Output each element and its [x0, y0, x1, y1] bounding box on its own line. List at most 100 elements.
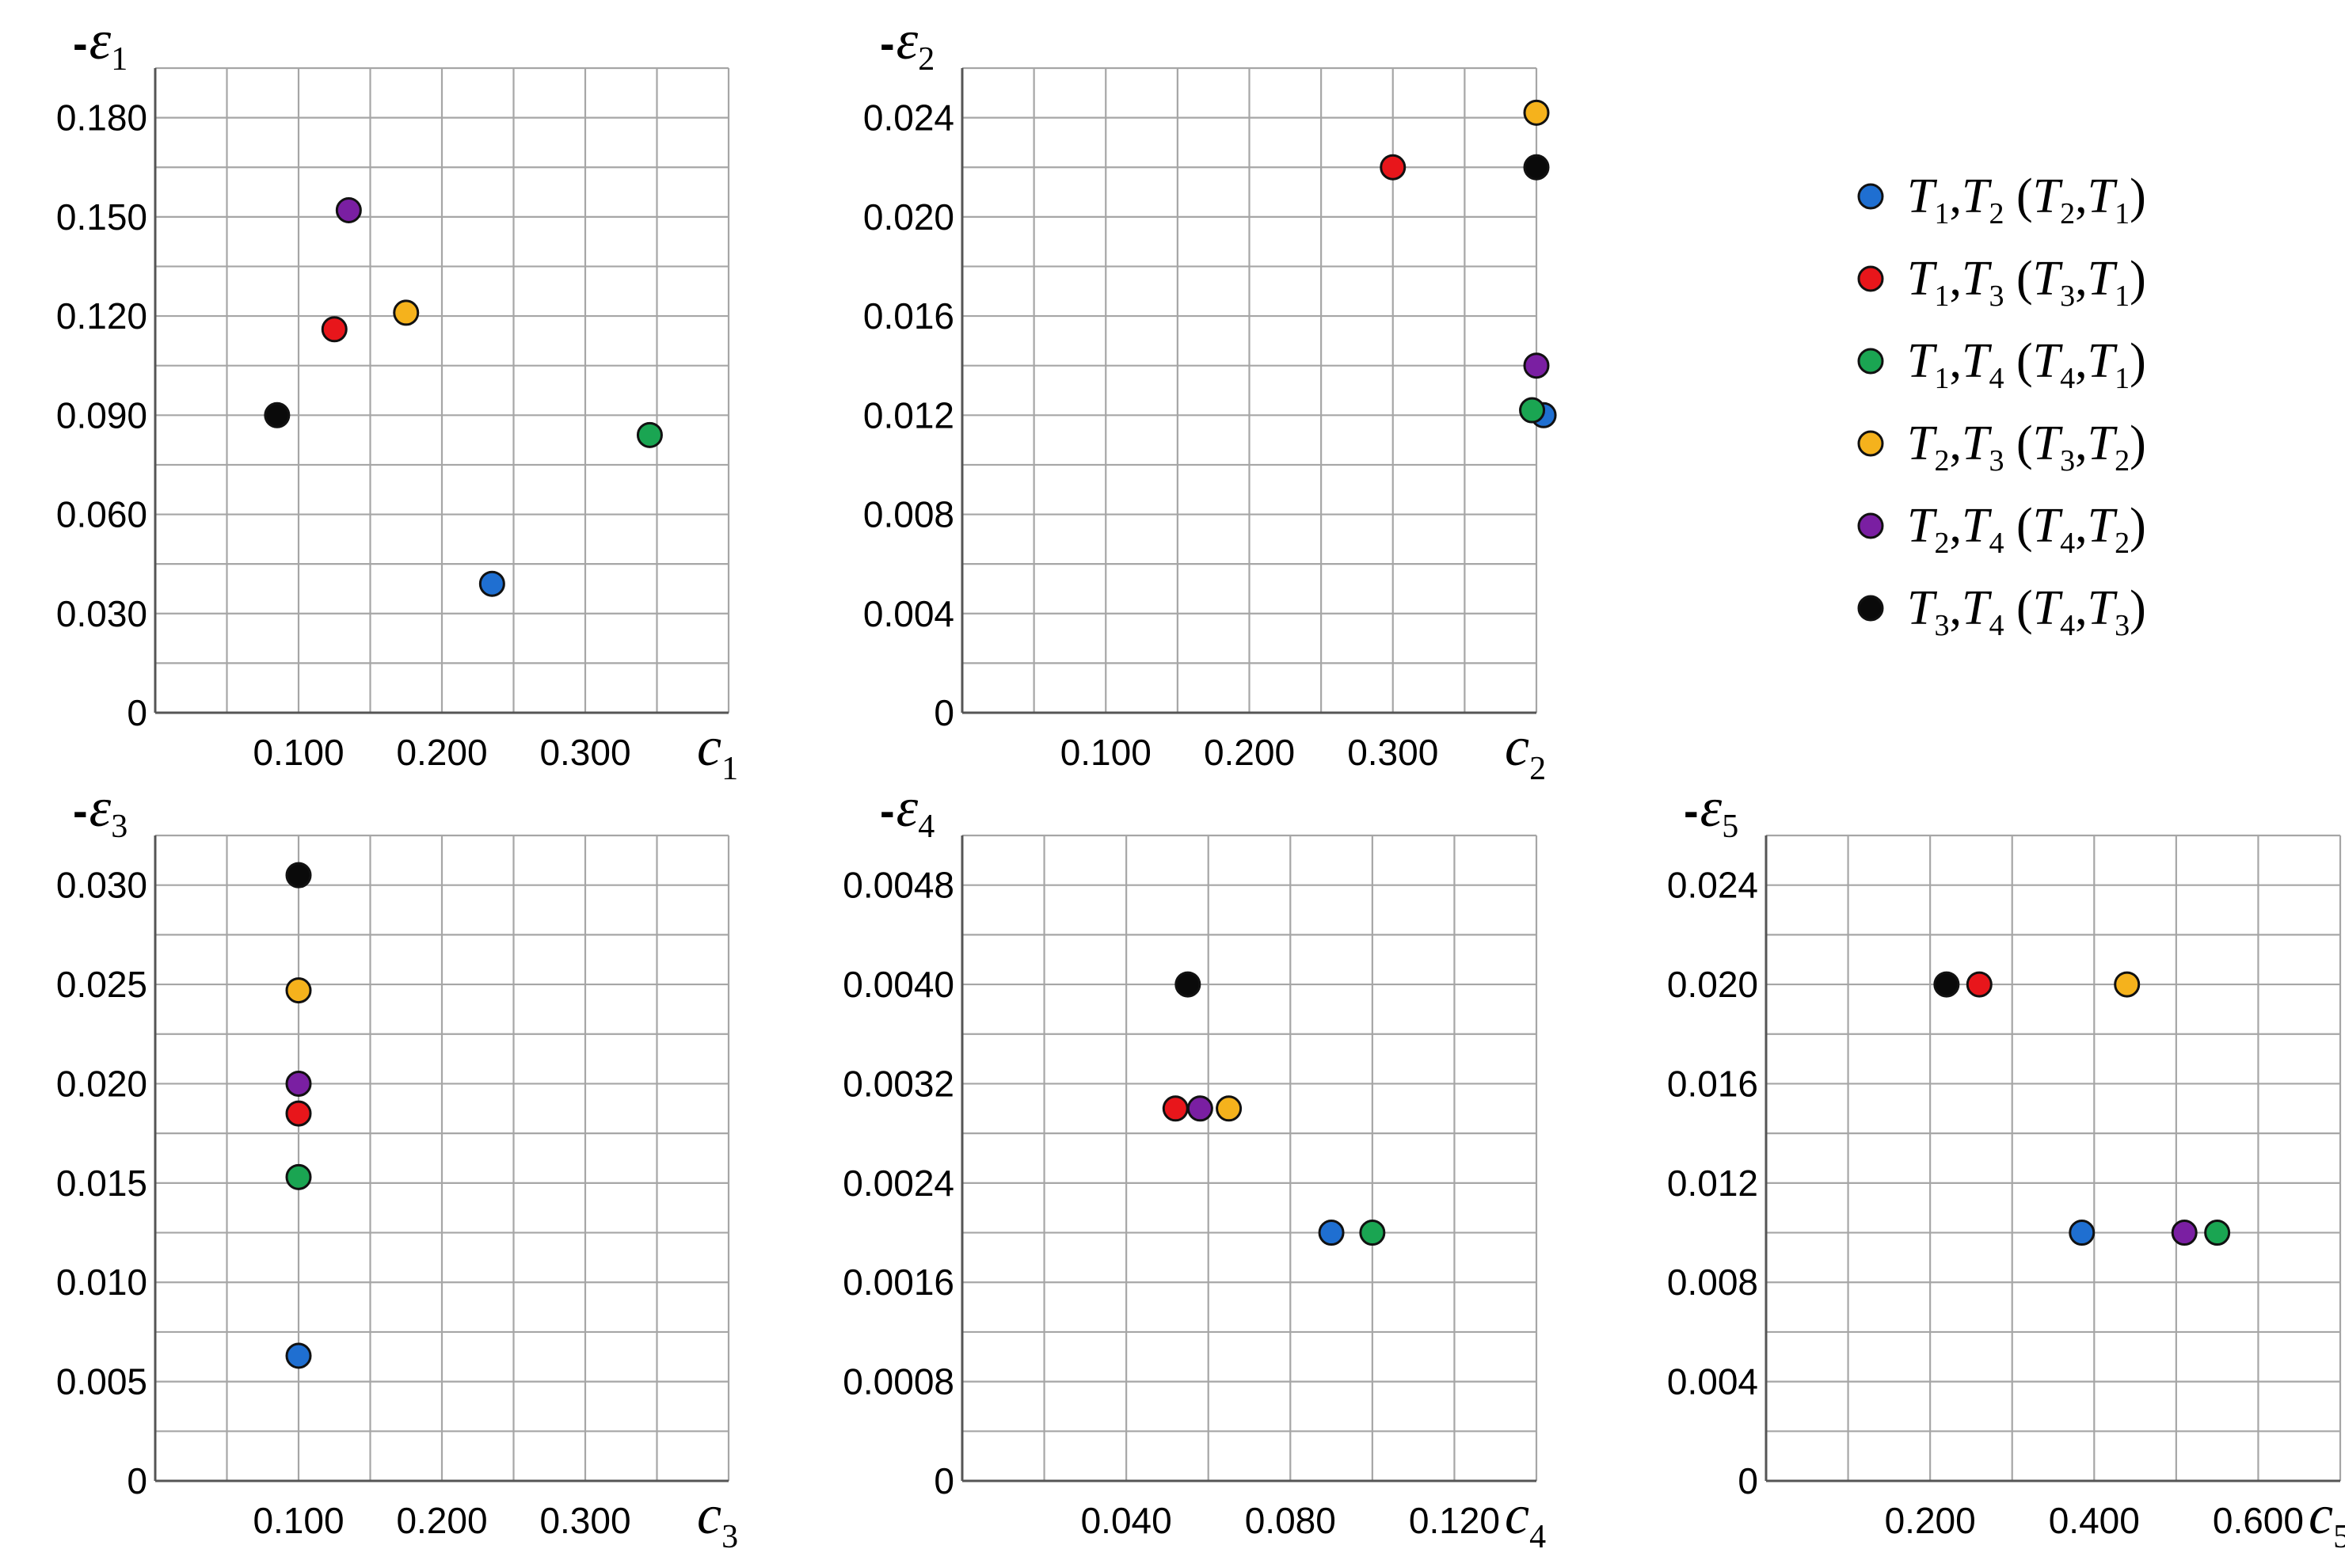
chart-3: 0 0.005 0.010 0.015 0.020 0.025 0.030 0.100 0.20…: [56, 778, 738, 1555]
y-tick-label: 0: [934, 692, 954, 733]
x-tick-label: 0.100: [253, 732, 344, 773]
legend: T1,T2 (T2,T1) T1,T3 (T3,T1) T1,T4 (T4,T1) T…: [1857, 169, 2146, 642]
x-tick-label: 0.120: [1409, 1500, 1500, 1541]
point-T1T2: [285, 1342, 312, 1369]
y-tick-label: 0.020: [1667, 964, 1758, 1005]
point-T2T4: [335, 196, 362, 223]
legend-label: T1,T2 (T2,T1): [1907, 169, 2146, 230]
legend-label: T3,T4 (T4,T3): [1907, 581, 2146, 642]
legend-label: T1,T4 (T4,T1): [1907, 334, 2146, 395]
charts-group: 0 0.030 0.060 0.090 0.120 0.150 0.180 0.100 0.20…: [56, 10, 2345, 1555]
y-tick-label: 0.008: [863, 494, 954, 535]
y-tick-label: 0: [127, 1460, 147, 1501]
point-T2T3: [1216, 1095, 1243, 1122]
x-tick-label: 0.400: [2049, 1500, 2140, 1541]
legend-item-T2T3: T2,T3 (T3,T2): [1857, 417, 2146, 478]
point-T3T4: [1933, 971, 1960, 998]
x-axis-label: c2: [1505, 717, 1546, 787]
point-T1T2: [1318, 1220, 1345, 1246]
legend-marker: [1857, 430, 1884, 457]
legend-marker: [1857, 183, 1884, 210]
y-tick-label: 0.030: [56, 865, 147, 906]
point-T3T4: [264, 402, 291, 428]
legend-item-T2T4: T2,T4 (T4,T2): [1857, 499, 2146, 560]
x-tick-label: 0.100: [1060, 732, 1152, 773]
point-T1T4: [285, 1163, 312, 1190]
y-tick-label: 0.120: [56, 295, 147, 337]
point-T2T4: [2171, 1220, 2198, 1246]
point-T1T2: [2069, 1220, 2096, 1246]
y-axis-label: -ε3: [73, 778, 128, 845]
y-tick-label: 0.016: [1667, 1063, 1758, 1104]
points: [1380, 99, 1557, 428]
x-axis-label: c5: [2309, 1485, 2345, 1555]
x-tick-label: 0.040: [1081, 1500, 1172, 1541]
chart-5: 0 0.004 0.008 0.012 0.016 0.020 0.024 0.200 0.40…: [1667, 778, 2345, 1555]
y-tick-label: 0.024: [863, 97, 954, 139]
point-T1T3: [321, 316, 348, 343]
y-axis-label: -ε2: [880, 10, 935, 78]
x-axis-label: c1: [697, 717, 738, 787]
point-T1T4: [2204, 1220, 2231, 1246]
y-tick-label: 0.0048: [843, 865, 954, 906]
y-tick-label: 0.010: [56, 1262, 147, 1303]
y-tick-label: 0: [1738, 1460, 1758, 1501]
y-tick-label: 0.004: [1667, 1361, 1758, 1402]
y-tick-label: 0.0032: [843, 1063, 954, 1104]
y-tick-label: 0.0016: [843, 1262, 954, 1303]
point-T1T4: [636, 421, 663, 448]
legend-marker: [1857, 348, 1884, 375]
point-T2T3: [2114, 971, 2141, 998]
x-axis-label: c3: [697, 1485, 738, 1555]
point-T1T4: [1359, 1220, 1386, 1246]
x-tick-label: 0.200: [396, 732, 487, 773]
y-tick-label: 0.0008: [843, 1361, 954, 1402]
y-tick-label: 0.030: [56, 593, 147, 634]
point-T1T3: [1162, 1095, 1189, 1122]
legend-label: T2,T4 (T4,T2): [1907, 499, 2146, 560]
point-T3T4: [1174, 971, 1201, 998]
point-T2T3: [1523, 99, 1550, 126]
y-tick-label: 0: [934, 1460, 954, 1501]
legend-item-T1T2: T1,T2 (T2,T1): [1857, 169, 2146, 230]
points: [285, 862, 312, 1369]
legend-marker: [1857, 595, 1884, 622]
y-tick-label: 0.012: [863, 394, 954, 436]
y-tick-label: 0.0040: [843, 964, 954, 1005]
points: [1933, 971, 2231, 1246]
x-tick-label: 0.600: [2213, 1500, 2304, 1541]
y-tick-label: 0.180: [56, 97, 147, 139]
y-tick-label: 0.024: [1667, 865, 1758, 906]
point-T1T2: [478, 570, 505, 597]
x-tick-label: 0.300: [539, 1500, 630, 1541]
legend-marker: [1857, 512, 1884, 539]
grid: [961, 67, 1538, 714]
x-tick-label: 0.080: [1245, 1500, 1336, 1541]
point-T2T4: [1523, 352, 1550, 379]
point-T1T3: [285, 1100, 312, 1127]
point-T2T4: [1186, 1095, 1213, 1122]
y-axis-label: -ε4: [880, 778, 935, 845]
chart-4: 0 0.0008 0.0016 0.0024 0.0032 0.0040 0.0048 0.0…: [843, 778, 1546, 1555]
point-T2T4: [285, 1070, 312, 1097]
y-tick-label: 0.004: [863, 593, 954, 634]
y-tick-label: 0.008: [1667, 1262, 1758, 1303]
legend-marker: [1857, 265, 1884, 292]
point-T1T3: [1380, 154, 1407, 181]
y-tick-label: 0.005: [56, 1361, 147, 1402]
y-tick-label: 0: [127, 692, 147, 733]
point-T1T3: [1966, 971, 1993, 998]
y-tick-label: 0.0024: [843, 1163, 954, 1204]
point-T2T3: [285, 977, 312, 1004]
points: [1162, 971, 1386, 1246]
legend-label: T1,T3 (T3,T1): [1907, 252, 2146, 313]
y-tick-label: 0.150: [56, 196, 147, 238]
y-tick-label: 0.015: [56, 1163, 147, 1204]
y-tick-label: 0.060: [56, 494, 147, 535]
y-tick-label: 0.020: [863, 196, 954, 238]
chart-2: 0 0.004 0.008 0.012 0.016 0.020 0.024 0.100 0.20…: [863, 10, 1557, 787]
chart-1: 0 0.030 0.060 0.090 0.120 0.150 0.180 0.100 0.20…: [56, 10, 738, 787]
y-axis-label: -ε1: [73, 10, 128, 78]
point-T1T4: [1519, 397, 1546, 424]
point-T3T4: [1523, 154, 1550, 181]
